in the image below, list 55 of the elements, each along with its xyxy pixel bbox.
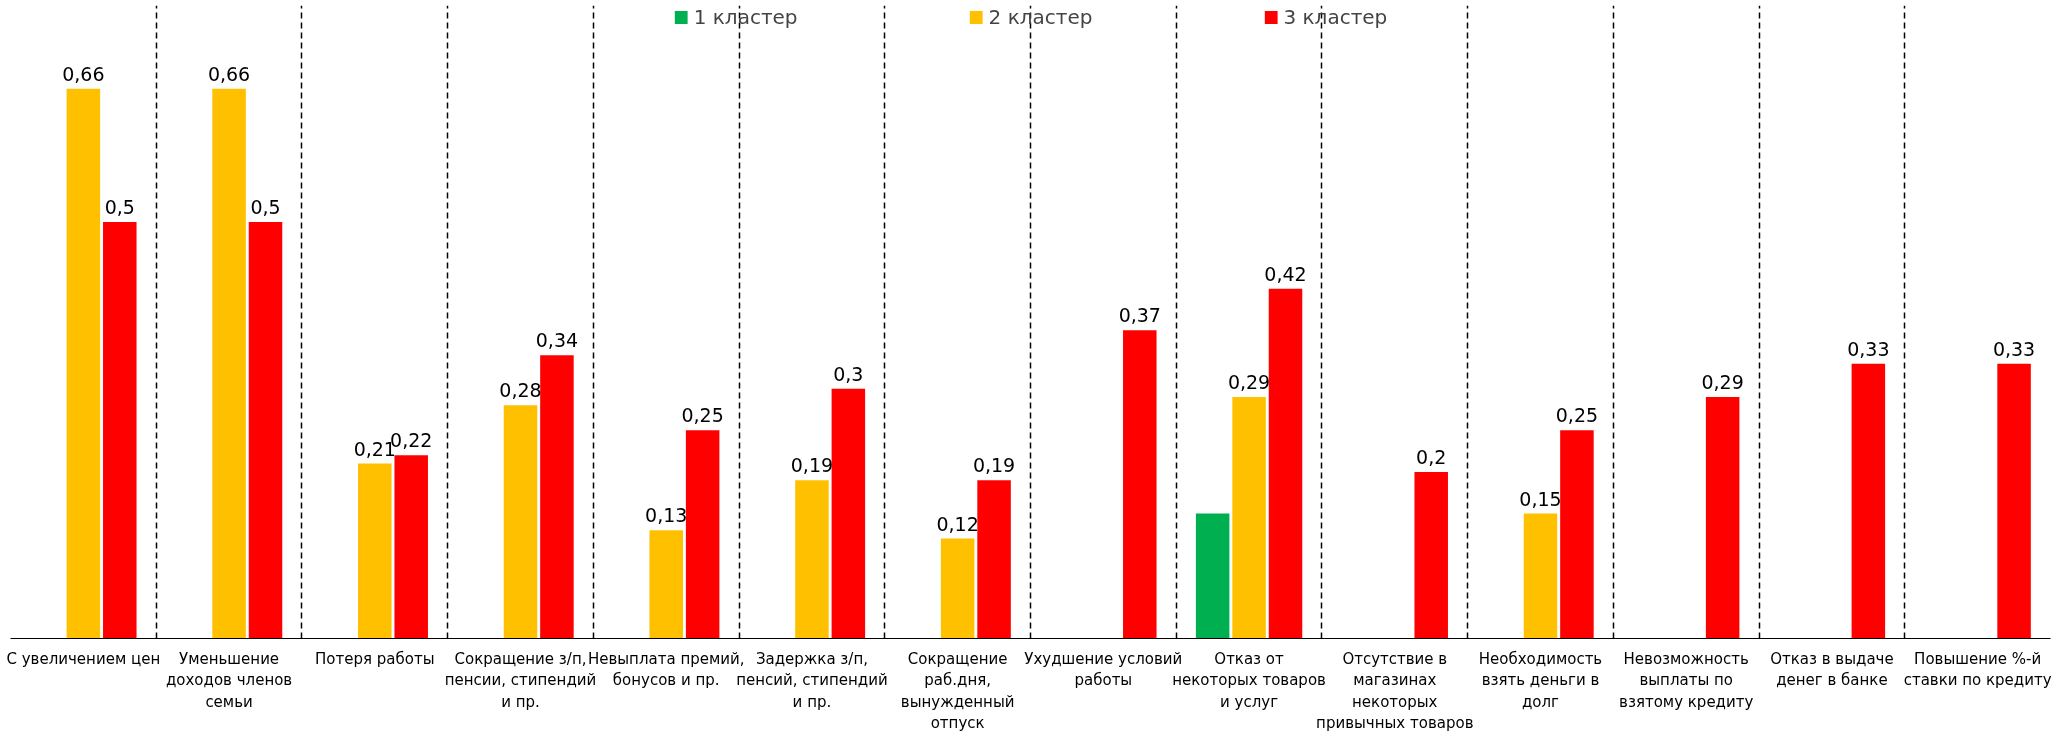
data-label: 0,34 bbox=[535, 329, 579, 352]
bar bbox=[394, 455, 428, 639]
data-label: 0,15 bbox=[1519, 487, 1562, 510]
bar bbox=[1195, 513, 1230, 639]
data-label: 0,66 bbox=[62, 62, 105, 85]
legend-label: 3 кластер bbox=[1283, 5, 1388, 29]
data-label: 0,13 bbox=[645, 504, 688, 527]
bar bbox=[503, 405, 538, 639]
x-tick-label: Невозможность выплаты по взятому кредиту bbox=[1619, 649, 1754, 711]
data-label: 0,25 bbox=[1555, 404, 1599, 427]
bar bbox=[977, 480, 1011, 639]
bar bbox=[103, 222, 137, 639]
bar bbox=[1997, 363, 2031, 639]
legend-label: 1 кластер bbox=[693, 5, 798, 29]
bar bbox=[1123, 330, 1157, 639]
data-label: 0,12 bbox=[936, 512, 979, 535]
bar bbox=[1414, 471, 1448, 639]
data-label: 0,37 bbox=[1118, 304, 1161, 327]
bar bbox=[1560, 430, 1594, 639]
bar bbox=[940, 538, 975, 639]
data-label: 0,2 bbox=[1416, 445, 1447, 468]
x-tick-label: Необходимость взять деньги в долг bbox=[1478, 649, 1603, 711]
x-tick-label: Отказ в выдаче денег в банке bbox=[1770, 649, 1894, 690]
bar bbox=[795, 480, 829, 639]
x-tick-label: Повышение %-й ставки по кредиту bbox=[1903, 649, 2052, 690]
data-label: 0,19 bbox=[790, 454, 834, 477]
x-tick-label: Потеря работы bbox=[315, 649, 435, 668]
data-label: 0,42 bbox=[1264, 262, 1307, 285]
data-label: 0,25 bbox=[681, 404, 724, 427]
bar bbox=[685, 430, 720, 639]
data-label: 0,33 bbox=[1847, 337, 1890, 360]
data-label: 0,33 bbox=[1992, 337, 2036, 360]
bar bbox=[1705, 396, 1740, 639]
data-label: 0,5 bbox=[250, 196, 281, 219]
x-tick-label: Сокращение раб.дня, вынужденный отпуск bbox=[900, 649, 1015, 733]
bar bbox=[1851, 363, 1886, 639]
bar bbox=[649, 530, 683, 639]
data-label: 0,3 bbox=[833, 362, 864, 385]
data-label: 0,29 bbox=[1227, 370, 1271, 393]
bar bbox=[1232, 396, 1266, 639]
bar bbox=[540, 355, 574, 639]
bar bbox=[1523, 513, 1558, 639]
bar bbox=[831, 388, 866, 639]
data-label: 0,29 bbox=[1701, 370, 1744, 393]
bar bbox=[212, 88, 246, 639]
x-tick-label: Уменьшение доходов членов семьи bbox=[165, 649, 293, 711]
bar bbox=[66, 88, 101, 639]
data-label: 0,19 bbox=[972, 454, 1016, 477]
legend-label: 2 кластер bbox=[988, 5, 1093, 29]
bar bbox=[248, 222, 283, 639]
data-label: 0,66 bbox=[207, 62, 251, 85]
x-tick-label: С увеличением цен bbox=[6, 649, 161, 668]
data-label: 0,5 bbox=[104, 196, 135, 219]
bar bbox=[1268, 288, 1303, 639]
bar bbox=[358, 463, 392, 639]
